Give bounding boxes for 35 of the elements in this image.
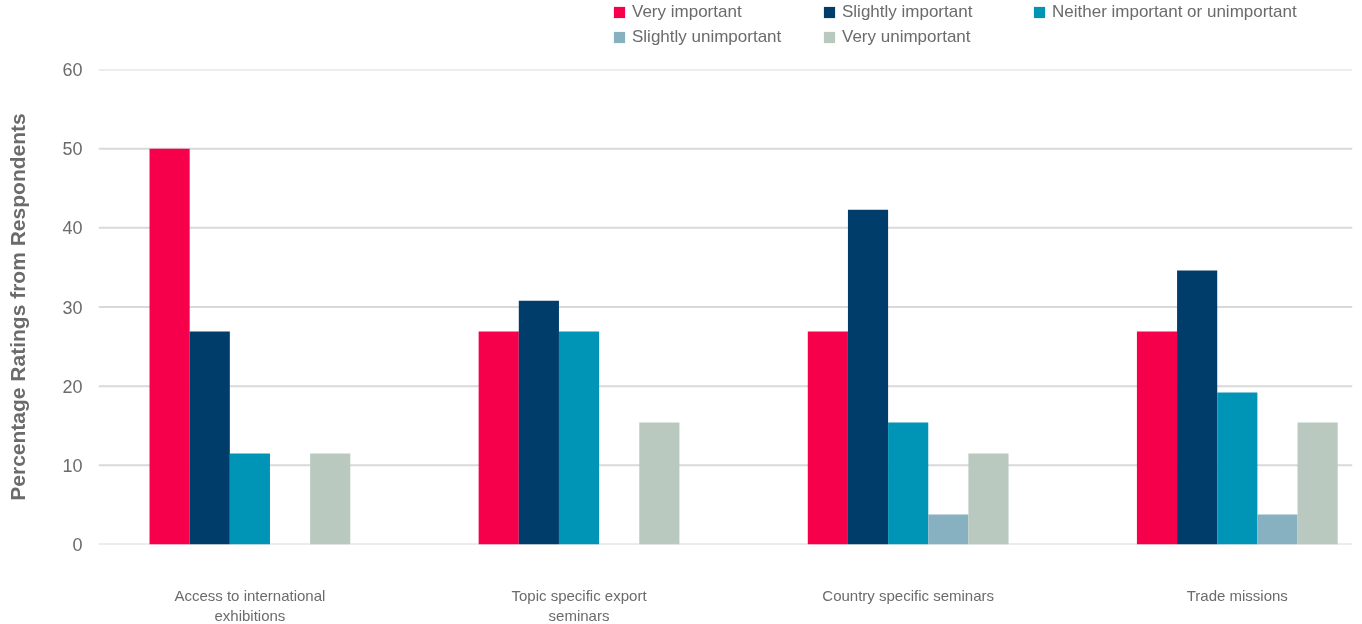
y-axis-title: Percentage Ratings from Respondents (6, 113, 30, 501)
legend-label: Slightly important (842, 2, 974, 22)
bar (1257, 514, 1298, 545)
x-tick-label: Topic specific export seminars (511, 586, 648, 624)
bar (888, 422, 929, 545)
y-tick-label: 10 (62, 455, 83, 476)
bar (1217, 392, 1258, 545)
bar (189, 331, 230, 545)
legend-label: Very important (632, 2, 743, 22)
y-tick-label: 20 (62, 376, 83, 397)
bar (558, 331, 600, 545)
x-tick-label: Access to international exhibitions (174, 586, 326, 624)
y-tick-label: 30 (62, 297, 83, 318)
bar (518, 300, 559, 545)
bar (847, 209, 889, 545)
bar (229, 453, 270, 545)
y-tick-label: 60 (62, 60, 83, 80)
x-tick-label: Country specific seminars (822, 586, 995, 604)
bar (310, 453, 351, 545)
y-tick-label: 40 (62, 218, 83, 239)
bar (807, 331, 848, 545)
x-tick-label: Trade missions (1186, 586, 1288, 604)
bar (1136, 331, 1178, 545)
y-tick-label: 50 (62, 139, 83, 160)
bar (478, 331, 519, 545)
legend-label: Slightly unimportant (632, 27, 783, 47)
bar (1297, 422, 1338, 545)
bar (149, 148, 190, 545)
legend-label: Neither important or unimportant (1052, 2, 1297, 22)
bar (1177, 270, 1218, 545)
y-tick-label: 0 (72, 535, 83, 555)
bar (928, 514, 969, 545)
bar (639, 422, 680, 545)
legend-label: Very unimportant (842, 27, 972, 47)
bar (968, 453, 1009, 545)
